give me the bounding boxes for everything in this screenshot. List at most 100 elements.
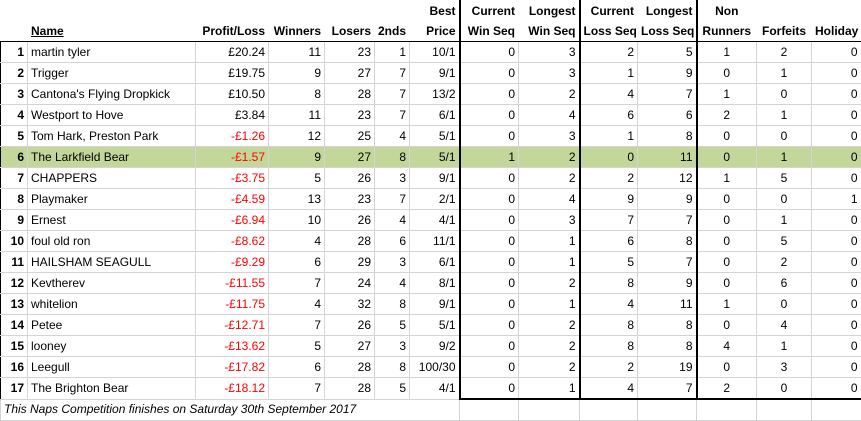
row-name: Kevtherev	[28, 273, 196, 294]
row-holiday: 0	[812, 294, 861, 315]
row-winners: 5	[269, 336, 325, 357]
row-non-runners: 0	[697, 252, 757, 273]
row-current-loss-seq: 7	[580, 210, 638, 231]
row-forfeits: 1	[757, 63, 812, 84]
row-longest-win-seq: 2	[519, 357, 580, 378]
row-name: Cantona's Flying Dropkick	[28, 84, 196, 105]
row-longest-loss-seq: 11	[638, 294, 697, 315]
row-rank: 8	[1, 189, 28, 210]
header-non-runners-top: Non	[697, 1, 757, 22]
row-profit-loss: -£13.62	[196, 336, 269, 357]
row-non-runners: 1	[697, 168, 757, 189]
row-holiday: 0	[812, 336, 861, 357]
row-best-price: 6/1	[410, 105, 460, 126]
row-current-loss-seq: 6	[580, 105, 638, 126]
row-seconds: 3	[375, 168, 410, 189]
row-seconds: 7	[375, 189, 410, 210]
row-profit-loss: -£17.82	[196, 357, 269, 378]
row-current-win-seq: 0	[460, 42, 519, 63]
row-best-price: 9/1	[410, 294, 460, 315]
row-name: whitelion	[28, 294, 196, 315]
row-best-price: 9/1	[410, 168, 460, 189]
row-longest-win-seq: 3	[519, 42, 580, 63]
header-profit-loss: Profit/Loss	[196, 21, 269, 42]
row-rank: 7	[1, 168, 28, 189]
row-holiday: 0	[812, 147, 861, 168]
row-name: Leegull	[28, 357, 196, 378]
row-longest-win-seq: 2	[519, 147, 580, 168]
row-holiday: 0	[812, 105, 861, 126]
row-longest-win-seq: 1	[519, 378, 580, 400]
row-losers: 28	[325, 231, 375, 252]
row-losers: 26	[325, 210, 375, 231]
row-holiday: 0	[812, 210, 861, 231]
row-name: Trigger	[28, 63, 196, 84]
row-holiday: 0	[812, 126, 861, 147]
row-best-price: 4/1	[410, 210, 460, 231]
row-longest-win-seq: 1	[519, 231, 580, 252]
header-current-loss-bottom: Loss Seq	[580, 21, 638, 42]
row-current-loss-seq: 5	[580, 252, 638, 273]
row-non-runners: 2	[697, 105, 757, 126]
row-winners: 13	[269, 189, 325, 210]
row-profit-loss: -£1.26	[196, 126, 269, 147]
header-longest-win-bottom: Win Seq	[519, 21, 580, 42]
row-name: foul old ron	[28, 231, 196, 252]
row-name: Tom Hark, Preston Park	[28, 126, 196, 147]
row-longest-loss-seq: 8	[638, 315, 697, 336]
row-longest-loss-seq: 11	[638, 147, 697, 168]
row-current-loss-seq: 1	[580, 126, 638, 147]
row-non-runners: 0	[697, 210, 757, 231]
row-rank: 14	[1, 315, 28, 336]
row-profit-loss: -£6.94	[196, 210, 269, 231]
row-longest-loss-seq: 7	[638, 378, 697, 400]
row-best-price: 2/1	[410, 189, 460, 210]
row-holiday: 0	[812, 84, 861, 105]
header-current-win-top: Current	[460, 1, 519, 22]
row-current-loss-seq: 2	[580, 168, 638, 189]
row-rank: 9	[1, 210, 28, 231]
row-losers: 27	[325, 336, 375, 357]
row-seconds: 1	[375, 42, 410, 63]
row-losers: 25	[325, 126, 375, 147]
row-losers: 27	[325, 147, 375, 168]
row-profit-loss: -£12.71	[196, 315, 269, 336]
row-non-runners: 0	[697, 147, 757, 168]
row-forfeits: 0	[757, 84, 812, 105]
row-forfeits: 1	[757, 210, 812, 231]
row-longest-win-seq: 3	[519, 126, 580, 147]
row-current-win-seq: 0	[460, 357, 519, 378]
row-winners: 9	[269, 147, 325, 168]
row-profit-loss: -£3.75	[196, 168, 269, 189]
row-holiday: 0	[812, 252, 861, 273]
header-winners: Winners	[269, 21, 325, 42]
row-non-runners: 1	[697, 42, 757, 63]
row-holiday: 0	[812, 168, 861, 189]
row-seconds: 7	[375, 84, 410, 105]
row-losers: 28	[325, 84, 375, 105]
row-longest-loss-seq: 12	[638, 168, 697, 189]
row-seconds: 6	[375, 231, 410, 252]
row-winners: 4	[269, 294, 325, 315]
row-profit-loss: -£1.57	[196, 147, 269, 168]
row-profit-loss: £19.75	[196, 63, 269, 84]
row-winners: 6	[269, 357, 325, 378]
header-holiday: Holiday	[812, 21, 861, 42]
row-rank: 1	[1, 42, 28, 63]
row-winners: 7	[269, 273, 325, 294]
row-winners: 4	[269, 231, 325, 252]
row-longest-loss-seq: 6	[638, 105, 697, 126]
row-longest-loss-seq: 19	[638, 357, 697, 378]
row-rank: 4	[1, 105, 28, 126]
row-current-win-seq: 0	[460, 315, 519, 336]
row-holiday: 1	[812, 189, 861, 210]
row-forfeits: 0	[757, 378, 812, 400]
row-profit-loss: -£18.12	[196, 378, 269, 400]
